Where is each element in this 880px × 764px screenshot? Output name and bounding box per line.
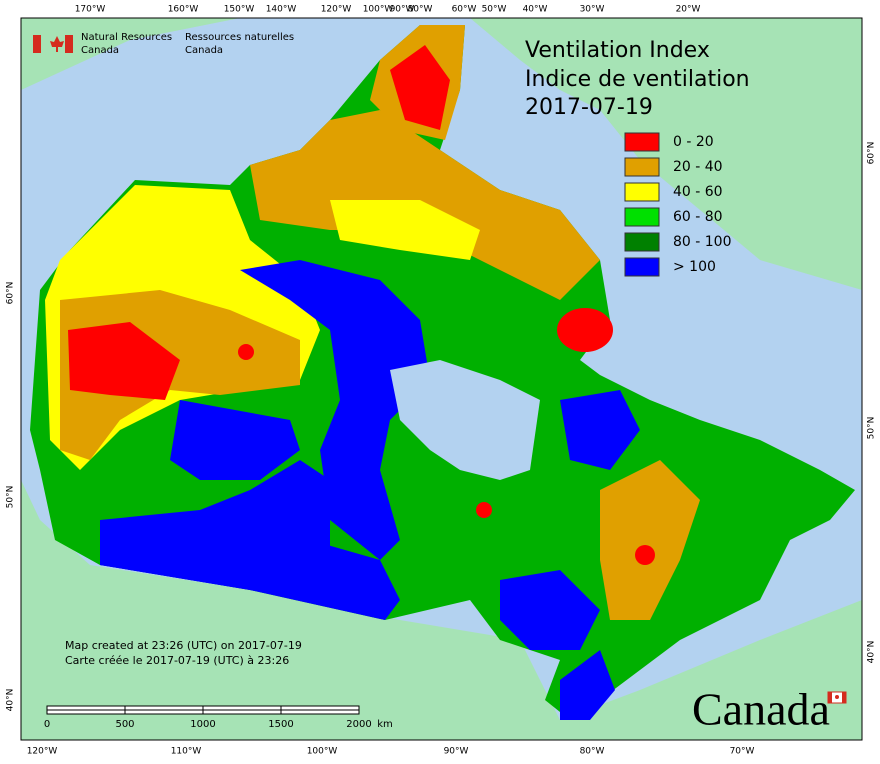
agency-fr: Canada — [185, 45, 223, 56]
wordmark-text: Canada — [692, 684, 830, 735]
spot-red — [635, 545, 655, 565]
agency-en: Canada — [81, 45, 119, 56]
zone-over-100-ontario — [500, 570, 600, 650]
usa-land — [21, 480, 862, 740]
scale-label: 2000 — [346, 719, 371, 730]
zone-quebec-orange — [600, 460, 700, 620]
legend-swatch — [624, 157, 660, 177]
lon-label: 150°W — [224, 5, 255, 15]
scale-label: 500 — [115, 719, 134, 730]
lon-label: 100°W — [363, 5, 394, 15]
maple-leaf — [835, 695, 839, 699]
maple-leaf — [50, 36, 64, 52]
agency-fr: Ressources naturelles — [185, 32, 294, 43]
lat-label: 40°N — [867, 641, 877, 664]
scale-label: 0 — [44, 719, 50, 730]
zone-over-100-north — [170, 400, 300, 480]
lon-label: 90°W — [444, 747, 469, 757]
legend: 0 - 20 20 - 40 40 - 60 60 - 80 80 - 100 > 100 — [624, 132, 732, 277]
lon-label: 30°W — [580, 5, 605, 15]
lon-label: 110°W — [171, 747, 202, 757]
scale-unit: km — [377, 719, 393, 730]
credit-line: Carte créée le 2017-07-19 (UTC) à 23:26 — [65, 654, 289, 667]
lon-label: 140°W — [266, 5, 297, 15]
scale-label: 1000 — [190, 719, 215, 730]
lon-label: 160°W — [168, 5, 199, 15]
legend-label: 80 - 100 — [673, 234, 732, 250]
title-line: 2017-07-19 — [525, 95, 653, 120]
lon-label: 120°W — [321, 5, 352, 15]
lon-label: 120°W — [27, 747, 58, 757]
flag-bar — [65, 35, 73, 53]
lat-label: 40°N — [6, 689, 16, 712]
wordmark: Canada — [692, 684, 847, 735]
zone-islands-yellow — [330, 200, 480, 260]
lon-label: 70°W — [730, 747, 755, 757]
title-line: Ventilation Index — [525, 38, 710, 63]
hudson-bay — [390, 360, 540, 480]
title: Ventilation Index Indice de ventilation … — [525, 38, 750, 120]
legend-label: 20 - 40 — [673, 159, 723, 175]
zone-over-100-quebec — [560, 390, 640, 470]
credits: Map created at 23:26 (UTC) on 2017-07-19… — [65, 639, 302, 667]
lon-label: 40°W — [523, 5, 548, 15]
map-frame — [20, 17, 863, 741]
lat-label: 60°N — [867, 142, 877, 165]
flag-bar — [842, 692, 846, 703]
zone-arctic-red — [390, 45, 450, 130]
flag-bar — [828, 692, 832, 703]
graticule-labels: 170°W 160°W 150°W 140°W 120°W 100°W90°W80°W 60… — [6, 5, 877, 757]
legend-label: 60 - 80 — [673, 209, 723, 225]
russia — [21, 18, 240, 90]
greenland — [470, 18, 862, 290]
lon-label: 60°W — [452, 5, 477, 15]
zone-0-20 — [68, 322, 180, 400]
lon-label: 100°W — [307, 747, 338, 757]
zone-over-100-south — [560, 650, 615, 720]
legend-label: > 100 — [673, 259, 716, 275]
legend-swatch — [624, 182, 660, 202]
lon-label: 80°W — [408, 5, 433, 15]
lon-label: 80°W — [580, 747, 605, 757]
credit-line: Map created at 23:26 (UTC) on 2017-07-19 — [65, 639, 302, 652]
lon-label: 170°W — [75, 5, 106, 15]
lon-label: 50°W — [482, 5, 507, 15]
lat-label: 50°N — [6, 486, 16, 509]
scale-label: 1500 — [268, 719, 293, 730]
legend-label: 40 - 60 — [673, 184, 723, 200]
agency-signature: Natural Resources Canada Ressources natu… — [33, 32, 294, 56]
flag-bar — [33, 35, 41, 53]
legend-swatch — [624, 132, 660, 152]
lon-label: 20°W — [676, 5, 701, 15]
frame-border — [20, 17, 863, 741]
zone-baffin-red — [557, 308, 613, 352]
lon-label: 90°W — [390, 5, 415, 15]
spot-red — [238, 344, 254, 360]
lat-label: 50°N — [867, 417, 877, 440]
agency-en: Natural Resources — [81, 32, 172, 43]
spot-red — [476, 502, 492, 518]
legend-swatch — [624, 257, 660, 277]
zone-over-100-prairies — [100, 460, 385, 615]
lat-label: 60°N — [6, 282, 16, 305]
legend-label: 0 - 20 — [673, 134, 714, 150]
legend-swatch — [624, 207, 660, 227]
title-line: Indice de ventilation — [525, 67, 750, 92]
legend-swatch — [624, 232, 660, 252]
scale-bar: 0 500 1000 1500 2000 km — [44, 705, 393, 730]
